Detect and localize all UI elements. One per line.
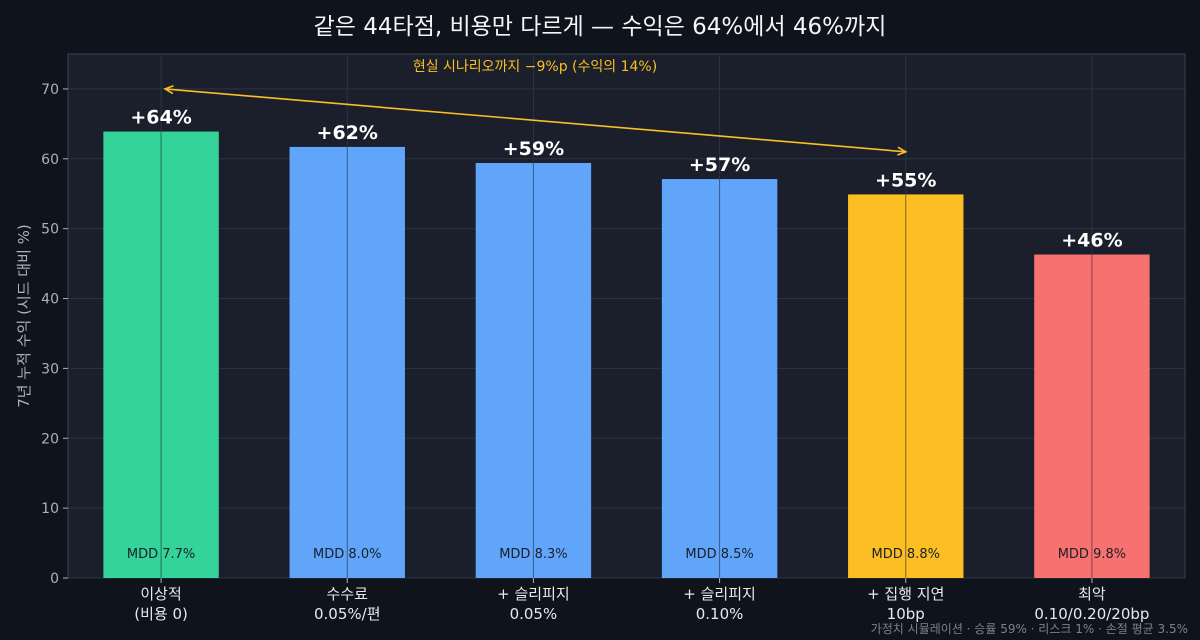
y-tick-label: 40	[41, 292, 59, 308]
bar-value-label: +57%	[689, 154, 750, 176]
arrow-head	[897, 146, 908, 156]
bar-value-label: +46%	[1061, 230, 1122, 252]
bar-value-label: +64%	[130, 107, 191, 129]
footnote: 가정치 시뮬레이션 · 승률 59% · 리스크 1% · 손절 평균 3.5%	[871, 622, 1188, 636]
plot-area	[67, 53, 1186, 579]
annotation-arrow	[165, 88, 906, 153]
x-tick-label: 0.05%/편	[314, 605, 381, 623]
bar-value-label: +59%	[503, 138, 564, 160]
y-axis-label: 7년 누적 수익 (시드 대비 %)	[15, 224, 33, 408]
mdd-label: MDD 8.8%	[872, 547, 940, 562]
x-tick-label: 0.10/0.20/20bp	[1034, 605, 1149, 623]
x-tick-label: (비용 0)	[134, 605, 188, 623]
y-tick-label: 0	[50, 571, 59, 587]
x-tick-label: + 슬리피지	[497, 585, 570, 603]
y-tick-label: 50	[41, 222, 59, 238]
x-tick-label: 이상적	[140, 585, 181, 603]
mdd-label: MDD 8.5%	[685, 547, 753, 562]
mdd-label: MDD 9.8%	[1058, 547, 1126, 562]
arrow-head	[163, 84, 174, 95]
x-tick-label: 0.10%	[696, 605, 744, 623]
y-axis-ticks: 0 10 20 30 40 50 60 70	[41, 82, 68, 587]
mdd-label: MDD 7.7%	[127, 547, 195, 562]
x-axis-ticks: 이상적 (비용 0) 수수료 0.05%/편 + 슬리피지 0.05% + 슬리피지 0.10…	[134, 578, 1149, 623]
bar-value-label: +62%	[317, 122, 378, 144]
y-tick-label: 10	[41, 501, 59, 517]
x-tick-label: 10bp	[887, 605, 925, 623]
chart-title: 같은 44타점, 비용만 다르게 — 수익은 64%에서 46%까지	[314, 14, 887, 40]
y-tick-label: 30	[41, 361, 59, 377]
bar-labels: +64% MDD 7.7% +62% MDD 8.0% +59% MDD 8.3% +57%…	[127, 107, 1126, 562]
mdd-label: MDD 8.3%	[499, 547, 567, 562]
x-tick-label: 0.05%	[510, 605, 558, 623]
bars	[103, 131, 1150, 578]
mdd-label: MDD 8.0%	[313, 547, 381, 562]
annotation: 현실 시나리오까지 −9%p (수익의 14%)	[163, 59, 908, 156]
x-tick-label: + 집행 지연	[867, 585, 944, 603]
bar-value-label: +55%	[875, 169, 936, 191]
y-tick-label: 60	[41, 152, 59, 168]
y-tick-label: 70	[41, 82, 59, 98]
annotation-text: 현실 시나리오까지 −9%p (수익의 14%)	[413, 59, 657, 75]
y-tick-label: 20	[41, 431, 59, 447]
x-tick-label: 최악	[1078, 585, 1106, 603]
x-tick-label: + 슬리피지	[683, 585, 756, 603]
x-tick-label: 수수료	[327, 585, 369, 603]
